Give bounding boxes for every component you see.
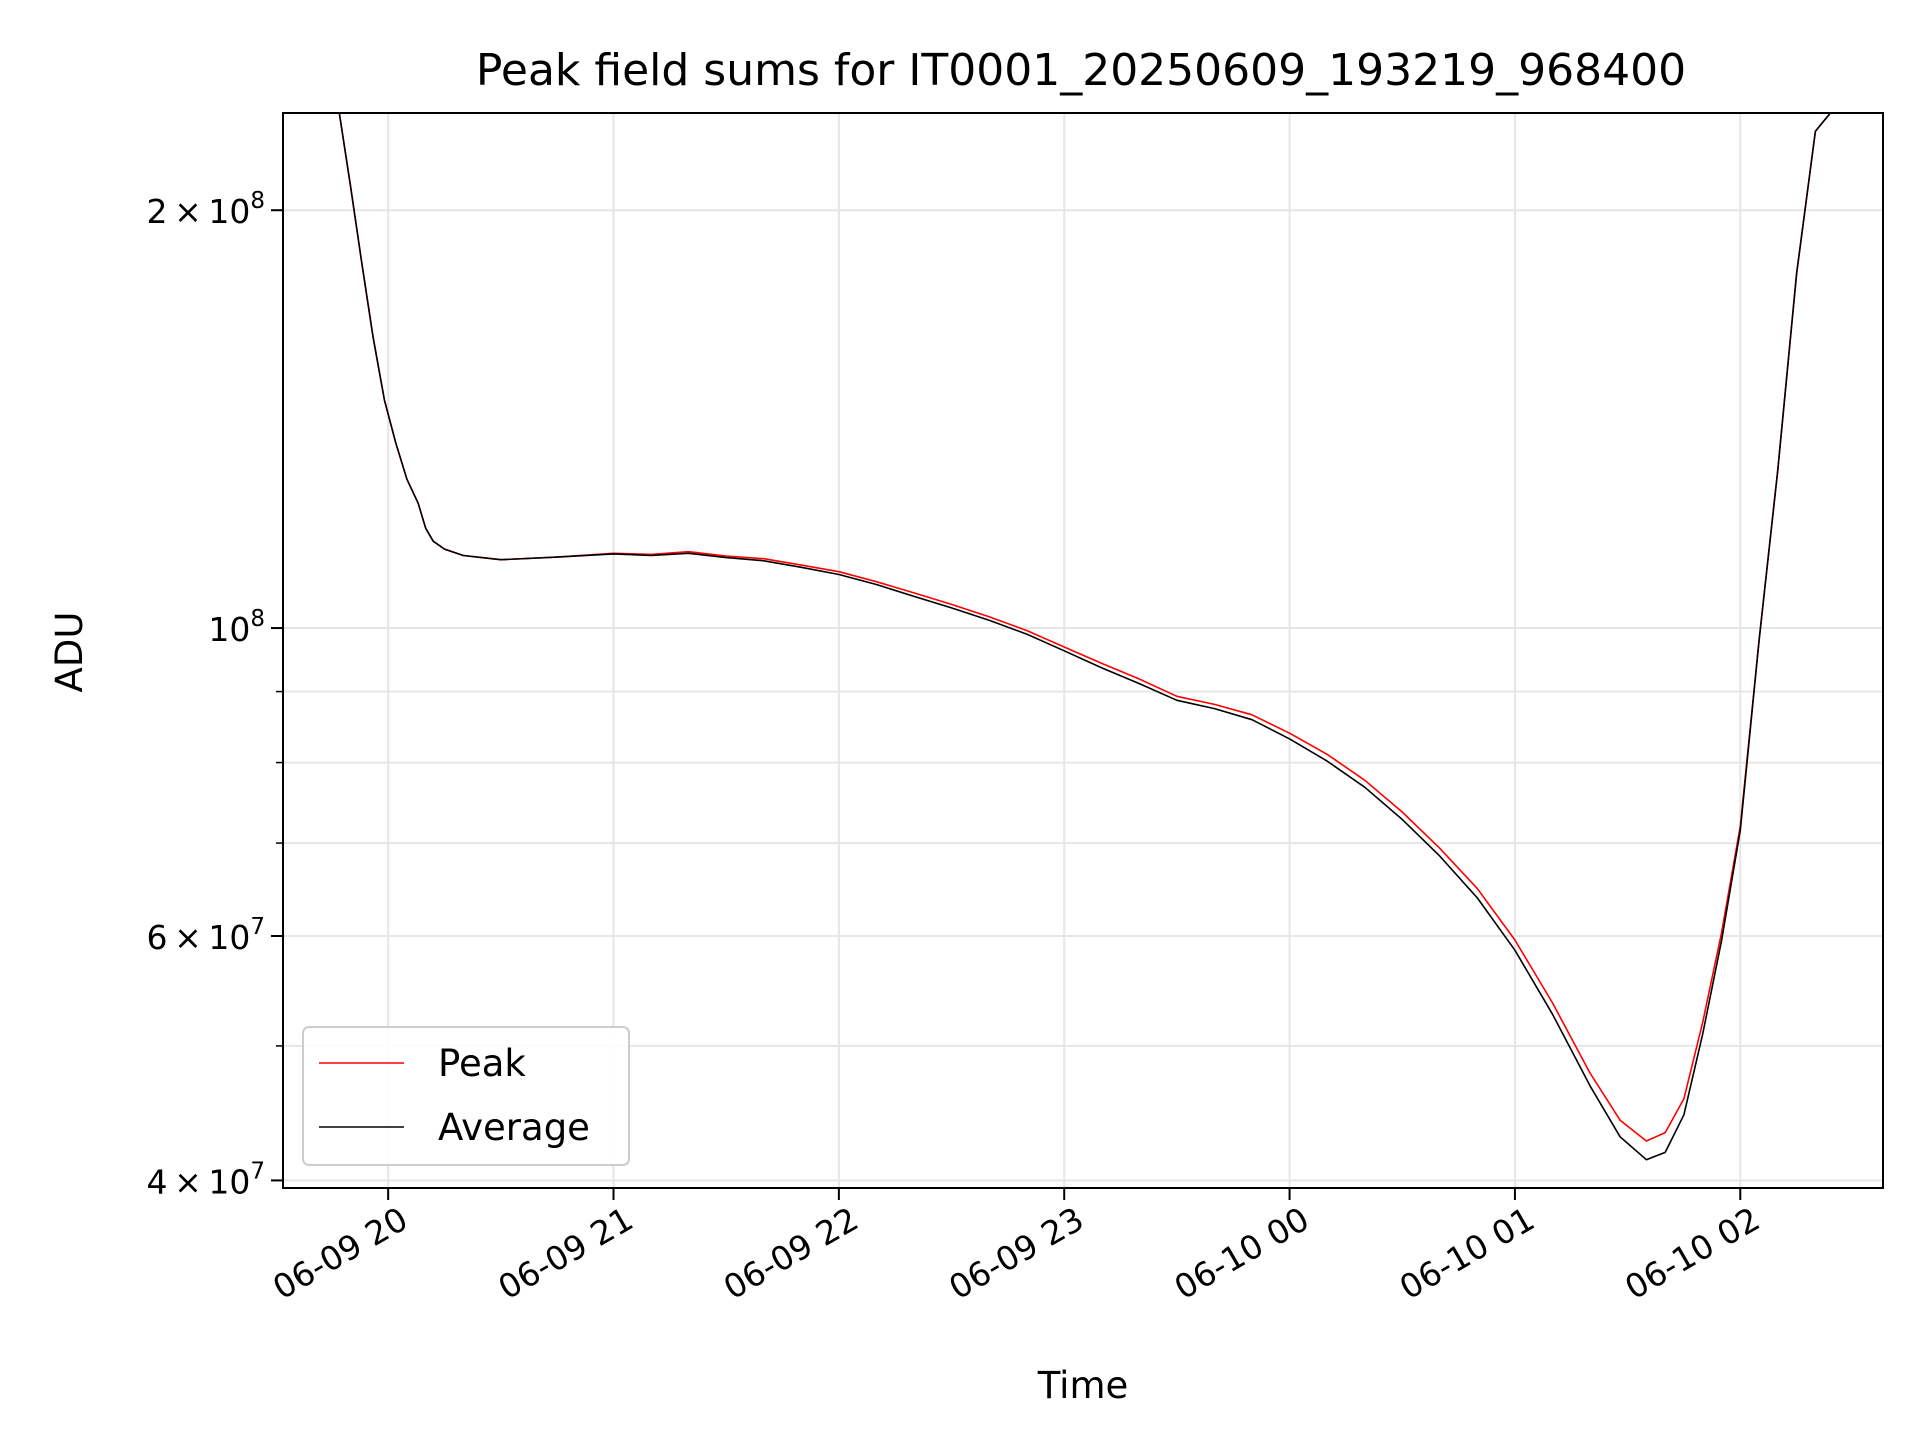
legend-label-peak: Peak: [438, 1042, 526, 1085]
chart-title: Peak field sums for IT0001_20250609_1932…: [476, 45, 1686, 96]
legend-box: [302, 1026, 630, 1166]
plot-area: [338, 113, 1832, 1161]
legend: Peak Average: [302, 1026, 630, 1166]
x-axis-label: Time: [1037, 1364, 1129, 1407]
y-tick-label: 2 × 108: [147, 188, 265, 231]
axes-frame: [282, 112, 1884, 1189]
y-tick-label: 4 × 107: [147, 1158, 265, 1201]
y-tick-label: 6 × 107: [147, 914, 265, 957]
y-axis-label: ADU: [48, 612, 91, 693]
legend-label-average: Average: [438, 1106, 590, 1149]
series-line-average: [338, 113, 1832, 1161]
y-tick-label: 108: [208, 606, 265, 649]
y-axis: 2 × 108 108 6 × 107 4 × 107: [147, 188, 283, 1201]
